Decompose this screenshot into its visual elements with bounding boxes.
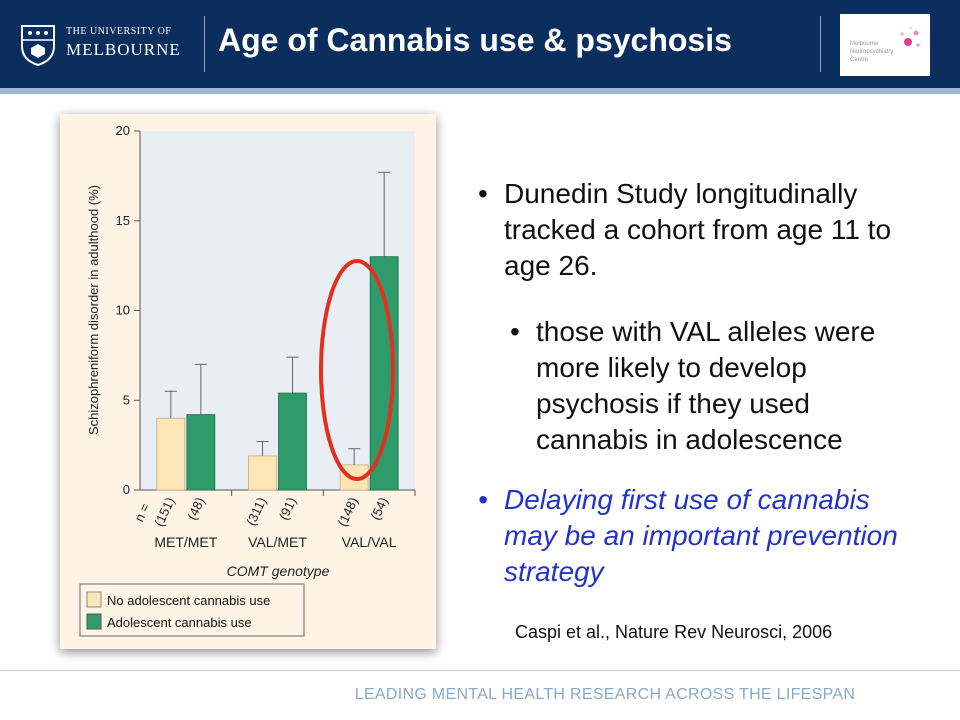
chart-panel: 0 5 10 15 20 Schizophreniform disorder in ad… bbox=[60, 114, 436, 649]
bar-met-met-use bbox=[186, 414, 216, 491]
legend-label-use: Adolescent cannabis use bbox=[107, 615, 252, 630]
y-tick-label: 20 bbox=[116, 123, 130, 138]
legend-swatch-use bbox=[86, 613, 102, 630]
bar-val-met-use bbox=[278, 392, 307, 491]
bullet-dot: • bbox=[478, 484, 488, 515]
university-name-line2: MELBOURNE bbox=[66, 40, 181, 59]
x-axis-label: COMT genotype bbox=[227, 563, 330, 579]
bullet-dot: • bbox=[510, 316, 520, 347]
y-tick-label: 5 bbox=[123, 392, 130, 407]
crest-icon bbox=[21, 25, 55, 66]
plot-area bbox=[140, 131, 415, 490]
y-tick-label: 10 bbox=[116, 303, 130, 318]
category-label: MET/MET bbox=[154, 534, 217, 550]
n-equals-label: n = bbox=[131, 501, 152, 524]
logo-text: Melbourne Neuropsychiatry Centre bbox=[850, 41, 894, 63]
y-axis-label: Schizophreniform disorder in adulthood (… bbox=[86, 185, 101, 435]
y-tick-label: 15 bbox=[116, 213, 130, 228]
highlight-ellipse bbox=[319, 259, 395, 481]
n-label: (54) bbox=[368, 495, 391, 522]
bullet-item-prevention: • Delaying first use of cannabis may be … bbox=[478, 482, 918, 590]
bullet-item-val-alleles: • those with VAL alleles were more likel… bbox=[510, 314, 910, 458]
bullet-dot: • bbox=[478, 178, 488, 209]
citation: Caspi et al., Nature Rev Neurosci, 2006 bbox=[515, 622, 833, 642]
neuropsychiatry-centre-logo: Melbourne Neuropsychiatry Centre bbox=[840, 14, 930, 76]
legend-label-no-use: No adolescent cannabis use bbox=[107, 593, 270, 608]
n-label: (311) bbox=[243, 495, 269, 528]
bar-met-met-no-use bbox=[156, 417, 186, 491]
legend-box bbox=[79, 583, 305, 637]
n-label: (91) bbox=[276, 495, 299, 522]
category-label: VAL/VAL bbox=[342, 534, 397, 550]
bullet-text: those with VAL alleles were more likely … bbox=[536, 316, 876, 455]
university-name-line1: THE UNIVERSITY OF bbox=[66, 26, 172, 37]
y-tick-label: 0 bbox=[123, 482, 130, 497]
header-divider bbox=[820, 16, 821, 72]
bullet-text: Delaying first use of cannabis may be an… bbox=[504, 484, 898, 587]
header-bar: THE UNIVERSITY OF MELBOURNE Age of Canna… bbox=[0, 0, 960, 88]
header-divider bbox=[204, 16, 205, 72]
slide-title: Age of Cannabis use & psychosis bbox=[218, 22, 732, 58]
n-label: (151) bbox=[151, 495, 177, 529]
footer-divider bbox=[0, 670, 960, 671]
footer-tagline: LEADING MENTAL HEALTH RESEARCH ACROSS TH… bbox=[354, 686, 856, 703]
n-label: (148) bbox=[334, 495, 360, 529]
bar-val-met-no-use bbox=[248, 455, 277, 491]
bullet-item-dunedin: • Dunedin Study longitudinally tracked a… bbox=[478, 176, 918, 284]
bullet-text: Dunedin Study longitudinally tracked a c… bbox=[504, 178, 892, 281]
category-label: VAL/MET bbox=[248, 534, 307, 550]
header-stripe bbox=[0, 88, 960, 94]
legend-swatch-no-use bbox=[86, 591, 102, 608]
flower-logo-icon bbox=[900, 26, 920, 47]
bar-chart: 0 5 10 15 20 Schizophreniform disorder in ad… bbox=[79, 123, 416, 637]
n-label: (48) bbox=[184, 495, 207, 522]
university-logo: THE UNIVERSITY OF MELBOURNE bbox=[18, 18, 200, 72]
